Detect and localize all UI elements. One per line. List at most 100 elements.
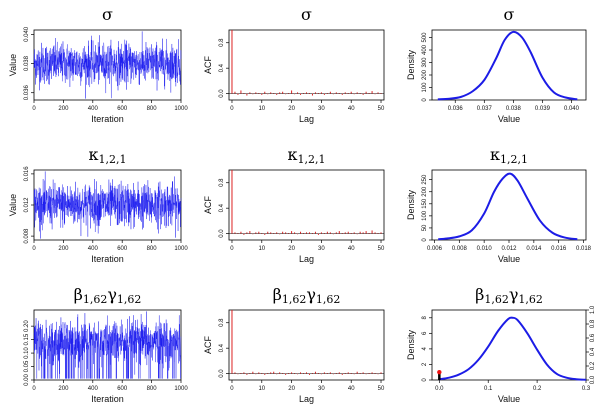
density-sigma-ytick-label: 100	[422, 82, 428, 93]
density-kappa-xlabel: Value	[498, 254, 520, 264]
density-kappa-ytick-label: 50	[422, 224, 428, 231]
trace-sigma-ylabel: Value	[8, 54, 18, 76]
density-sigma-xtick-label: 0.037	[477, 106, 493, 112]
trace-kappa-title: κ1,2,1	[89, 145, 127, 166]
acf-betagamma-ylabel: ACF	[203, 335, 213, 354]
density-betagamma-xlabel: Value	[498, 394, 520, 404]
density-betagamma-ytick-label: 2	[422, 362, 428, 366]
density-kappa-xtick-label: 0.010	[477, 246, 493, 252]
trace-betagamma-xtick-label: 400	[88, 386, 99, 392]
density-betagamma-y2tick-label: 0.2	[590, 361, 596, 370]
density-betagamma-title-main: γ	[509, 285, 519, 304]
density-kappa-xtick-label: 0.008	[452, 246, 468, 252]
acf-sigma-xtick-label: 40	[348, 106, 355, 112]
density-kappa-xtick-label: 0.016	[551, 246, 567, 252]
acf-sigma-xtick-label: 30	[318, 106, 325, 112]
acf-kappa-frame	[228, 169, 385, 241]
trace-kappa-title-main: κ	[89, 145, 99, 164]
acf-betagamma-xtick-label: 10	[258, 386, 265, 392]
density-kappa-title-main: κ	[490, 145, 500, 164]
acf-betagamma-xtick-label: 30	[318, 386, 325, 392]
acf-betagamma-ytick-label: 0.8	[219, 318, 225, 327]
acf-sigma-xlabel: Lag	[299, 114, 314, 124]
acf-kappa-xlabel: Lag	[299, 254, 314, 264]
trace-kappa-ytick-label: 0.016	[24, 166, 30, 182]
trace-betagamma-ytick-label: 0.15	[24, 333, 30, 345]
trace-sigma-title: σ	[102, 5, 113, 24]
acf-sigma-xtick-label: 50	[378, 106, 385, 112]
trace-kappa-ytick-label: 0.008	[24, 228, 30, 244]
trace-kappa-xtick-label: 1000	[174, 246, 188, 252]
trace-betagamma-ytick-label: 0.00	[24, 374, 30, 386]
acf-sigma-xtick-label: 0	[230, 106, 234, 112]
density-betagamma-title: β1,62γ1,62	[475, 285, 543, 306]
acf-betagamma-xtick-label: 50	[378, 386, 385, 392]
trace-betagamma-title-main: γ	[107, 285, 117, 304]
trace-sigma-title-main: σ	[102, 5, 113, 24]
trace-betagamma-xtick-label: 800	[147, 386, 158, 392]
density-betagamma-y2tick-label: 0.0	[590, 375, 596, 384]
density-sigma-xtick-label: 0.040	[564, 106, 580, 112]
acf-kappa-title-main: κ	[288, 145, 298, 164]
acf-betagamma-ytick-label: 0.0	[219, 369, 225, 378]
density-betagamma-frame	[431, 309, 587, 381]
acf-betagamma-frame	[228, 309, 385, 381]
acf-kappa-title-sub: 1,2,1	[298, 153, 326, 166]
density-sigma-ytick-label: 300	[422, 57, 428, 68]
density-sigma-ytick-label: 0	[422, 98, 428, 102]
trace-betagamma-xtick-label: 1000	[174, 386, 188, 392]
density-betagamma-y2tick-label: 0.6	[590, 333, 596, 342]
trace-betagamma-trace-line	[33, 311, 182, 379]
trace-sigma-trace-line	[33, 31, 182, 99]
density-sigma-ytick-label: 500	[422, 32, 428, 43]
acf-sigma-ytick-label: 0.4	[219, 63, 225, 72]
density-sigma-title: σ	[504, 5, 515, 24]
acf-betagamma-xtick-label: 40	[348, 386, 355, 392]
acf-kappa-ytick-label: 0.4	[219, 203, 225, 212]
acf-kappa-title: κ1,2,1	[288, 145, 326, 166]
density-kappa-xtick-label: 0.018	[576, 246, 592, 252]
acf-kappa-xtick-label: 0	[230, 246, 234, 252]
density-betagamma-ytick-label: 0	[422, 378, 428, 382]
density-sigma-title-main: σ	[504, 5, 515, 24]
density-sigma-xtick-label: 0.039	[535, 106, 551, 112]
acf-betagamma-ytick-label: 0.4	[219, 343, 225, 352]
acf-betagamma-title-main: γ	[306, 285, 316, 304]
acf-kappa-ytick-label: 0.0	[219, 229, 225, 238]
acf-kappa-xtick-label: 50	[378, 246, 385, 252]
density-sigma-frame	[431, 29, 587, 101]
trace-kappa-xtick-label: 800	[147, 246, 158, 252]
trace-betagamma-xtick-label: 600	[117, 386, 128, 392]
acf-betagamma-title-main: β	[273, 285, 282, 304]
trace-betagamma-ytick-label: 0.20	[24, 320, 30, 332]
density-betagamma-ytick-label: 6	[422, 331, 428, 335]
density-betagamma-title-sub: 1,62	[484, 293, 509, 306]
trace-betagamma-title-sub: 1,62	[83, 293, 108, 306]
density-sigma-ytick-label: 200	[422, 69, 428, 80]
density-kappa-xtick-label: 0.014	[526, 246, 542, 252]
density-sigma-ylabel: Density	[406, 49, 416, 80]
trace-betagamma-ytick-label: 0.10	[24, 347, 30, 359]
density-betagamma-y2tick-label: 0.8	[590, 319, 596, 328]
trace-kappa-trace-line	[33, 171, 182, 239]
trace-sigma-xtick-label: 400	[88, 106, 99, 112]
density-betagamma-title-main: β	[475, 285, 484, 304]
density-betagamma-title-sub: 1,62	[518, 293, 543, 306]
trace-kappa-ylabel: Value	[8, 194, 18, 216]
trace-kappa-title-sub: 1,2,1	[99, 153, 127, 166]
acf-sigma-xtick-label: 10	[258, 106, 265, 112]
acf-kappa-xtick-label: 10	[258, 246, 265, 252]
trace-sigma-ytick-label: 0.038	[24, 55, 30, 71]
trace-betagamma-ytick-label: 0.05	[24, 360, 30, 372]
acf-betagamma-title: β1,62γ1,62	[273, 285, 341, 306]
trace-sigma-xlabel: Iteration	[91, 114, 124, 124]
trace-betagamma-xtick-label: 0	[32, 386, 36, 392]
density-betagamma-point-mass-marker	[437, 369, 442, 375]
trace-betagamma-title: β1,62γ1,62	[74, 285, 142, 306]
trace-kappa-xtick-label: 200	[58, 246, 69, 252]
density-betagamma-y2tick-label: 1.0	[590, 305, 596, 314]
trace-betagamma-panel: β1,62γ1,620 200 400 600 800 10000.000.050.100…	[24, 285, 188, 404]
density-sigma-xlabel: Value	[498, 114, 520, 124]
density-kappa-density-curve	[438, 172, 578, 241]
